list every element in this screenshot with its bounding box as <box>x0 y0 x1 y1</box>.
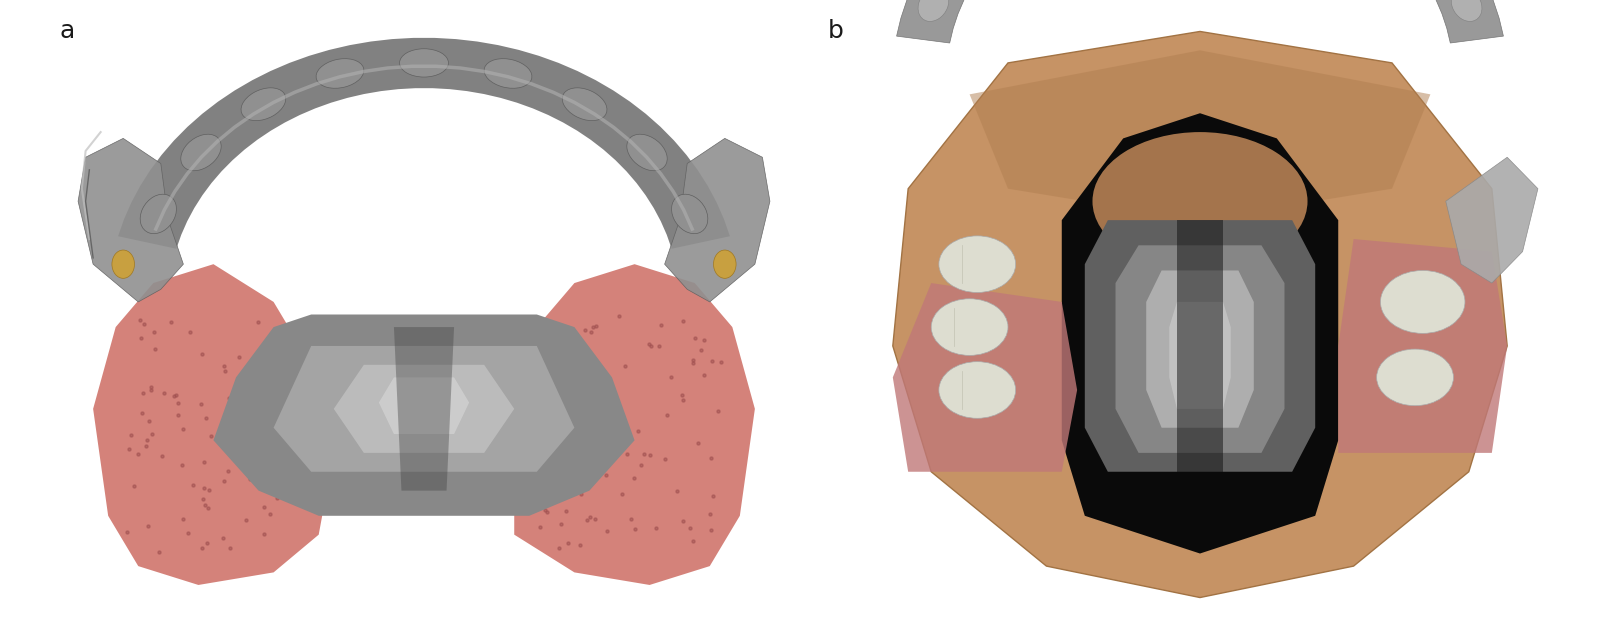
Ellipse shape <box>485 58 531 88</box>
Polygon shape <box>1178 220 1222 472</box>
Ellipse shape <box>672 194 707 233</box>
Polygon shape <box>334 365 514 453</box>
Ellipse shape <box>931 299 1008 355</box>
Polygon shape <box>1062 113 1338 554</box>
Ellipse shape <box>181 134 221 170</box>
Polygon shape <box>970 50 1430 220</box>
Polygon shape <box>896 0 1504 43</box>
Ellipse shape <box>1376 349 1453 406</box>
Polygon shape <box>1170 302 1230 409</box>
Polygon shape <box>1115 245 1285 453</box>
Ellipse shape <box>242 88 286 121</box>
Polygon shape <box>274 346 574 472</box>
Polygon shape <box>893 31 1507 598</box>
Ellipse shape <box>939 362 1016 418</box>
Polygon shape <box>379 377 469 434</box>
Polygon shape <box>893 283 1077 472</box>
Ellipse shape <box>112 250 134 278</box>
Ellipse shape <box>1093 132 1307 270</box>
Polygon shape <box>394 327 454 491</box>
Text: a: a <box>59 19 75 43</box>
Ellipse shape <box>918 0 949 21</box>
Polygon shape <box>93 264 334 585</box>
Polygon shape <box>664 138 770 302</box>
Ellipse shape <box>317 58 363 88</box>
Polygon shape <box>514 264 755 585</box>
Polygon shape <box>1446 157 1538 283</box>
Polygon shape <box>1146 270 1254 428</box>
Ellipse shape <box>939 236 1016 292</box>
Polygon shape <box>118 38 730 248</box>
Ellipse shape <box>141 194 176 233</box>
Ellipse shape <box>627 134 667 170</box>
Polygon shape <box>1338 239 1507 453</box>
Polygon shape <box>1085 220 1315 472</box>
Ellipse shape <box>1451 0 1482 21</box>
Polygon shape <box>213 314 635 516</box>
Polygon shape <box>78 138 184 302</box>
Ellipse shape <box>562 88 606 121</box>
Ellipse shape <box>714 250 736 278</box>
Ellipse shape <box>1381 270 1466 333</box>
Text: b: b <box>827 19 843 43</box>
Ellipse shape <box>400 48 448 77</box>
